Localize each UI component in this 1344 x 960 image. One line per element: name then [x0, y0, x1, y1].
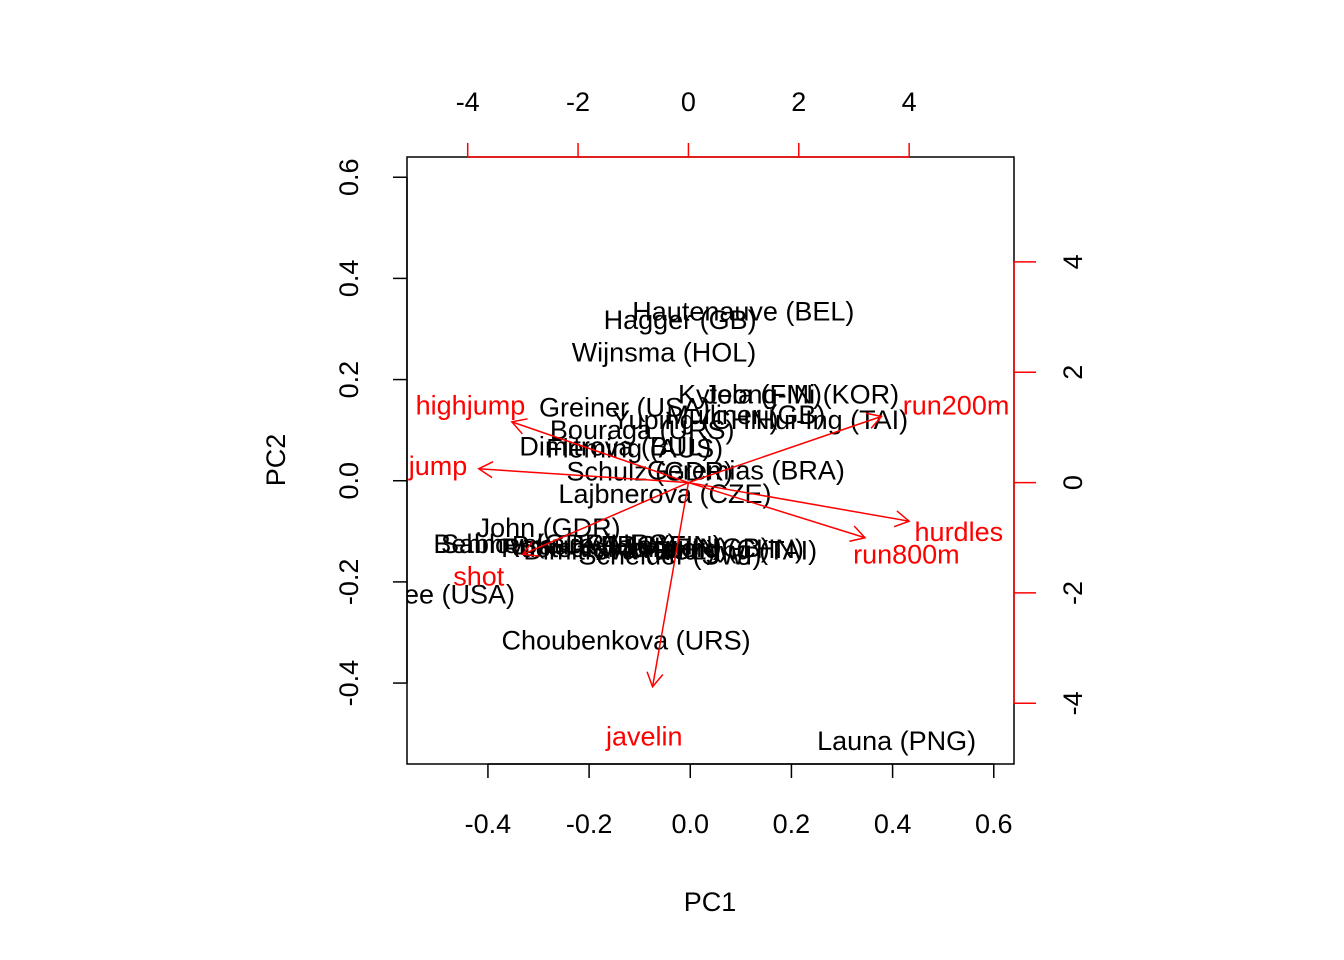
observation-label: Launa (PNG)	[817, 726, 976, 756]
variable-label: shot	[453, 561, 505, 591]
y-axis-right: -4 -2 0 2 4	[1013, 254, 1088, 715]
observation-label: Dimitrova (BUL)	[519, 431, 711, 461]
observation-label: Hagger (GB)	[604, 305, 757, 335]
y-tick-label: 0.6	[334, 158, 364, 196]
variable-arrowhead	[646, 671, 664, 689]
observation-label: Choubenkova (URS)	[501, 626, 750, 656]
y-tick-label: -0.4	[334, 660, 364, 707]
observation-label: Bouraga (URS)	[550, 415, 735, 445]
variable-arrow	[511, 421, 689, 484]
variable-arrowhead	[893, 510, 911, 528]
observation-label: Kytola (FIN)	[678, 380, 822, 410]
variable-label: run200m	[903, 390, 1010, 420]
x-tick-label: -0.4	[465, 809, 512, 839]
variable-label: longjump	[358, 451, 468, 481]
variable-arrowhead	[849, 525, 867, 542]
observation-label: Fleming (AUS)	[546, 433, 723, 463]
variable-arrow	[522, 481, 689, 555]
right-tick-label: 4	[1058, 254, 1088, 269]
y-tick-label: 0.2	[334, 361, 364, 399]
x-tick-label: 0.0	[671, 809, 709, 839]
observation-label: Wijnsma (HOL)	[572, 337, 757, 367]
variable-arrowhead	[477, 461, 494, 479]
top-tick-label: 2	[791, 87, 806, 117]
observation-label: Lajbnerova (CZE)	[558, 479, 771, 509]
observation-label: Hui-Ing (TAI)	[665, 536, 818, 566]
top-tick-label: 4	[902, 87, 917, 117]
x-tick-label: 0.4	[874, 809, 912, 839]
observation-label: John (GDR)	[477, 513, 621, 543]
variable-label: highjump	[416, 390, 526, 420]
observation-label: Mulliner (GB)	[666, 400, 825, 430]
y-axis-left: -0.4 -0.2 0.0 0.2 0.4 0.6	[334, 158, 408, 707]
observation-label: Geremias (BRA)	[647, 456, 845, 486]
observation-label: Hui-Ing (TAI)	[756, 405, 909, 435]
x-axis-title: PC1	[684, 887, 737, 917]
observation-label: Hautenauve (BEL)	[632, 296, 854, 326]
variable-arrow	[478, 468, 689, 484]
variable-label: run800m	[853, 539, 960, 569]
observation-label: Sablovskaite (URS)	[441, 529, 677, 559]
observation-label: Yuping (CHN)	[612, 405, 779, 435]
y-tick-label: -0.2	[334, 559, 364, 606]
observation-label: Greiner (USA)	[539, 392, 710, 422]
variable-arrow	[688, 481, 910, 522]
variable-arrowhead	[521, 541, 539, 557]
right-tick-label: -4	[1058, 691, 1088, 715]
observation-label: Yuping (CHN)	[637, 534, 804, 564]
variable-label: javelin	[605, 721, 683, 751]
x-tick-label: 0.2	[773, 809, 811, 839]
x-axis-bottom: -0.4 -0.2 0.0 0.2 0.4 0.6	[465, 763, 1013, 839]
variable-arrowhead	[865, 412, 883, 429]
variable-arrows: hurdles highjump shot run200m longjump run800…	[358, 390, 1010, 751]
observation-label: Schulz (GDR)	[567, 457, 734, 487]
observation-label: Joyner-Kersee (USA)	[258, 580, 515, 610]
top-tick-label: -2	[566, 87, 590, 117]
variable-arrow	[651, 482, 690, 687]
observation-label: Scheider (SWI)	[579, 541, 762, 571]
variable-arrow	[688, 415, 882, 484]
y-tick-label: 0.0	[334, 462, 364, 500]
right-tick-label: -2	[1058, 581, 1088, 605]
x-axis-top: -4 -2 0 2 4	[456, 87, 917, 158]
observation-label: Kytola (FIN)	[578, 530, 722, 560]
top-tick-label: 0	[681, 87, 696, 117]
top-tick-label: -4	[456, 87, 480, 117]
y-axis-title: PC2	[261, 434, 291, 487]
right-tick-label: 2	[1058, 365, 1088, 380]
variable-label: hurdles	[915, 517, 1004, 547]
variable-arrow	[688, 481, 866, 539]
y-tick-label: 0.4	[334, 260, 364, 298]
x-tick-label: -0.2	[566, 809, 613, 839]
x-tick-label: 0.6	[975, 809, 1013, 839]
variable-arrowhead	[510, 418, 528, 435]
observation-label: Jeong-Mi (KOR)	[704, 380, 899, 410]
observation-labels: Hautenauve (BEL)Hagger (GB)Wijnsma (HOL)…	[258, 296, 976, 756]
right-tick-label: 0	[1058, 475, 1088, 490]
observation-label: Mulliner (GB)	[611, 533, 770, 563]
